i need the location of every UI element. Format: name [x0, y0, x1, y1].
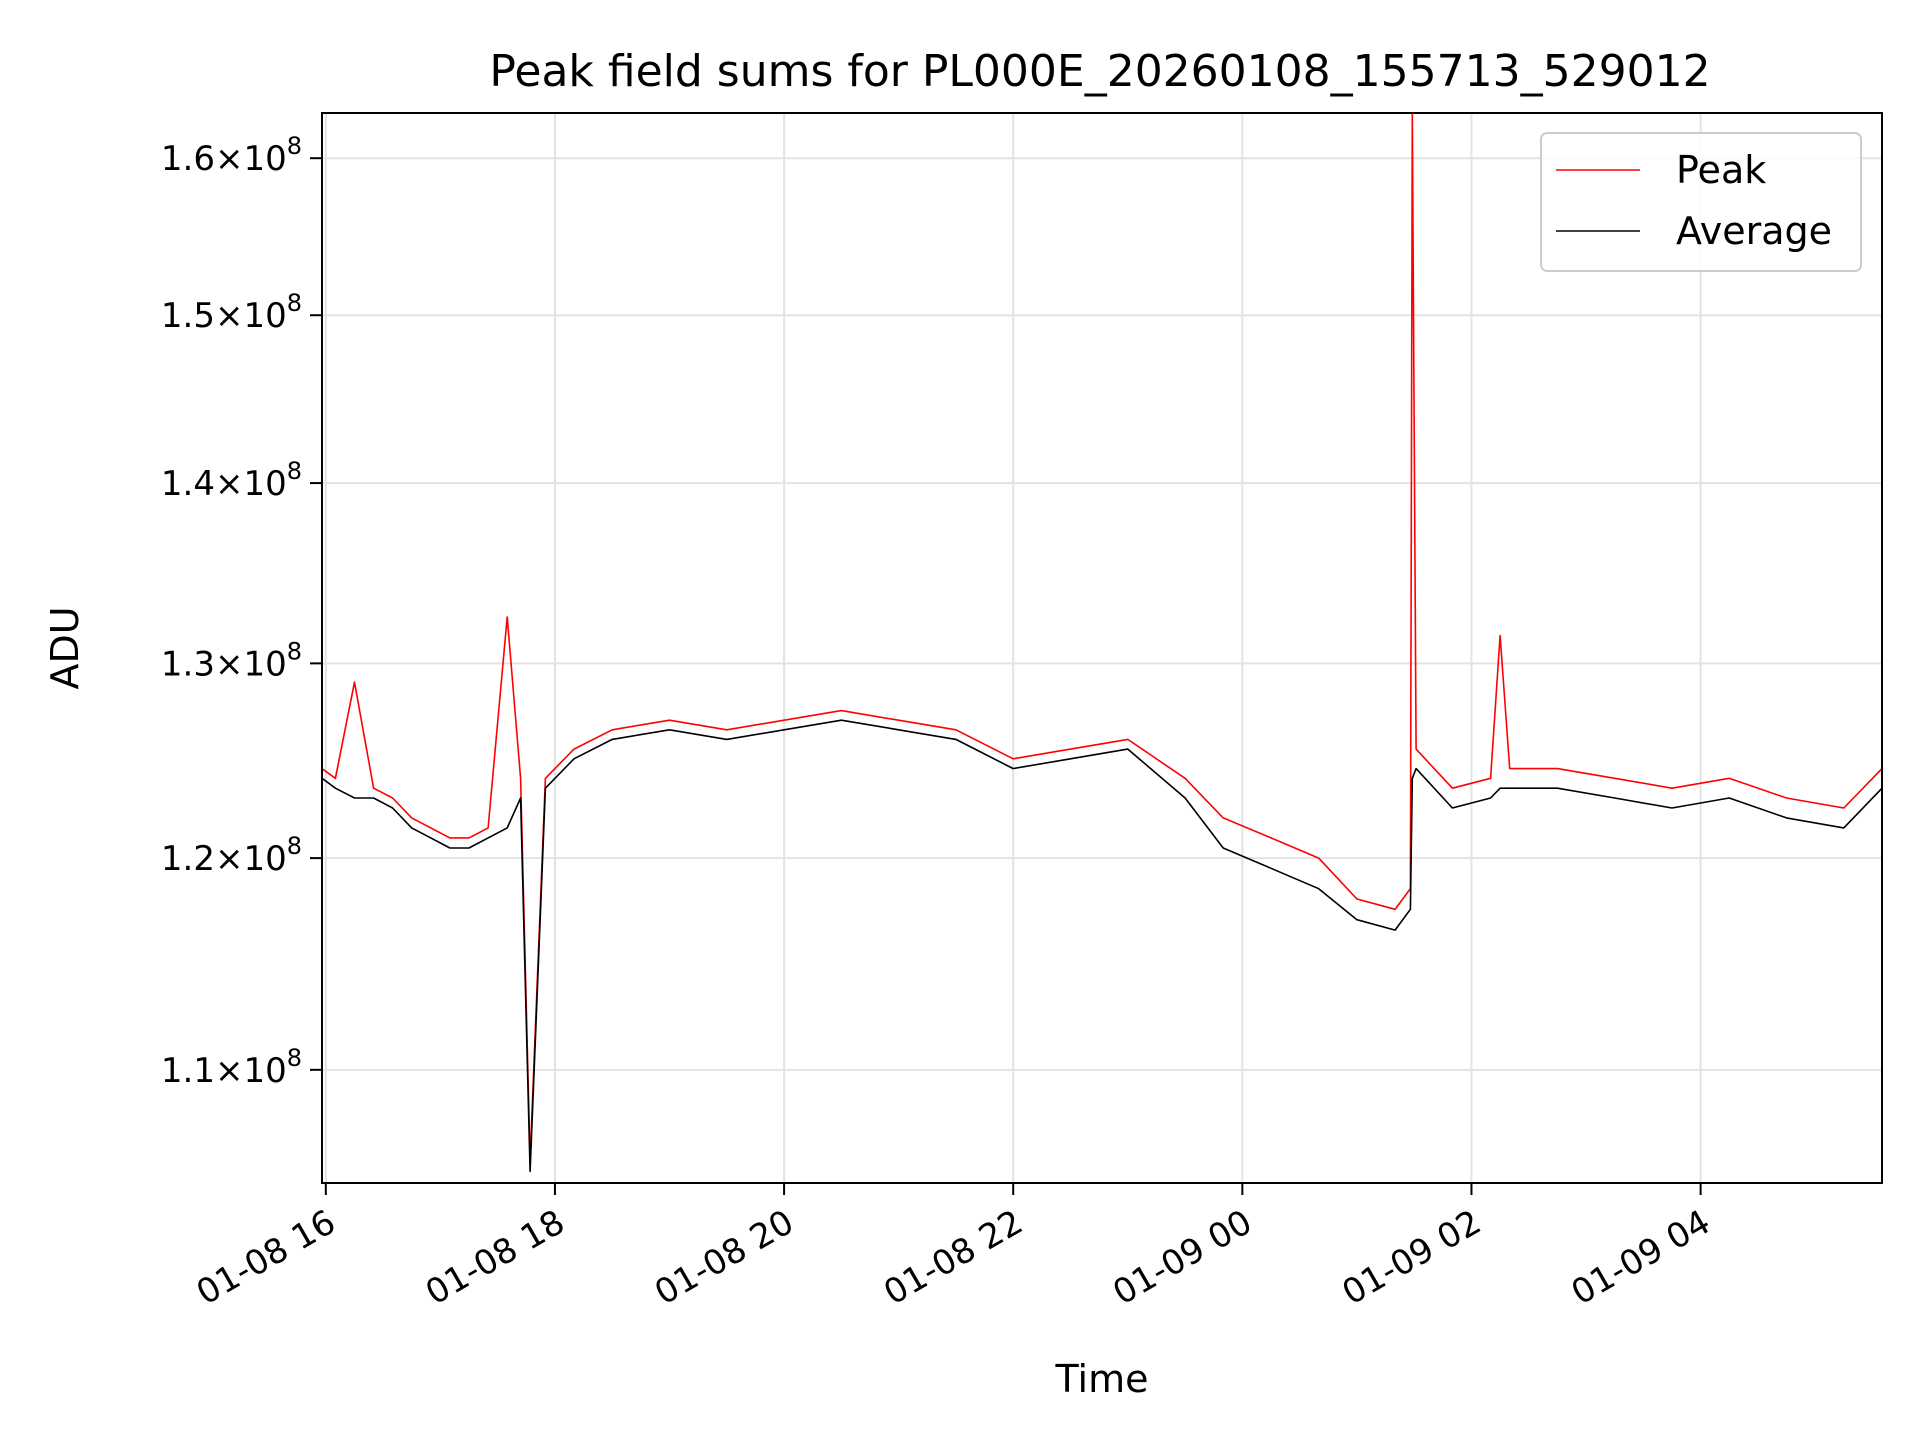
y-tick-times-sign: ×10: [215, 296, 287, 336]
y-tick-exponent: 8: [287, 132, 302, 160]
y-tick-mantissa: 1.2: [161, 839, 215, 879]
y-tick-label: 1.3×108: [161, 637, 302, 684]
grid: [322, 113, 1882, 1183]
plot-area: [322, 113, 1882, 1183]
y-tick-label: 1.1×108: [161, 1044, 302, 1091]
legend-box: [1540, 132, 1862, 272]
plot-frame: [321, 112, 1883, 1184]
y-tick-mantissa: 1.5: [161, 296, 215, 336]
y-tick-label: 1.4×108: [161, 457, 302, 504]
legend-label-peak: Peak: [1676, 148, 1766, 192]
chart-title: Peak field sums for PL000E_20260108_1557…: [489, 46, 1710, 97]
y-tick-mantissa: 1.3: [161, 644, 215, 684]
y-tick-exponent: 8: [287, 1044, 302, 1072]
series-line-peak: [322, 113, 1882, 1161]
y-tick-exponent: 8: [287, 832, 302, 860]
y-tick-exponent: 8: [287, 457, 302, 485]
y-tick-exponent: 8: [287, 289, 302, 317]
y-tick-mantissa: 1.4: [161, 464, 215, 504]
y-tick-times-sign: ×10: [215, 839, 287, 879]
y-axis-label: ADU: [43, 606, 87, 689]
y-axis: 1.1×1081.2×1081.3×1081.4×1081.5×1081.6×1…: [161, 132, 322, 1091]
legend: Peak Average: [1540, 132, 1862, 272]
y-tick-label: 1.2×108: [161, 832, 302, 879]
y-tick-times-sign: ×10: [215, 139, 287, 179]
series-layer: [322, 113, 1882, 1173]
y-tick-mantissa: 1.6: [161, 139, 215, 179]
series-line-average: [322, 719, 1882, 1173]
legend-label-average: Average: [1676, 209, 1832, 253]
x-axis-label: Time: [1055, 1357, 1149, 1401]
y-tick-mantissa: 1.1: [161, 1051, 215, 1091]
y-tick-label: 1.6×108: [161, 132, 302, 179]
y-tick-times-sign: ×10: [215, 644, 287, 684]
y-tick-times-sign: ×10: [215, 464, 287, 504]
y-tick-label: 1.5×108: [161, 289, 302, 336]
y-tick-times-sign: ×10: [215, 1051, 287, 1091]
y-tick-exponent: 8: [287, 637, 302, 665]
